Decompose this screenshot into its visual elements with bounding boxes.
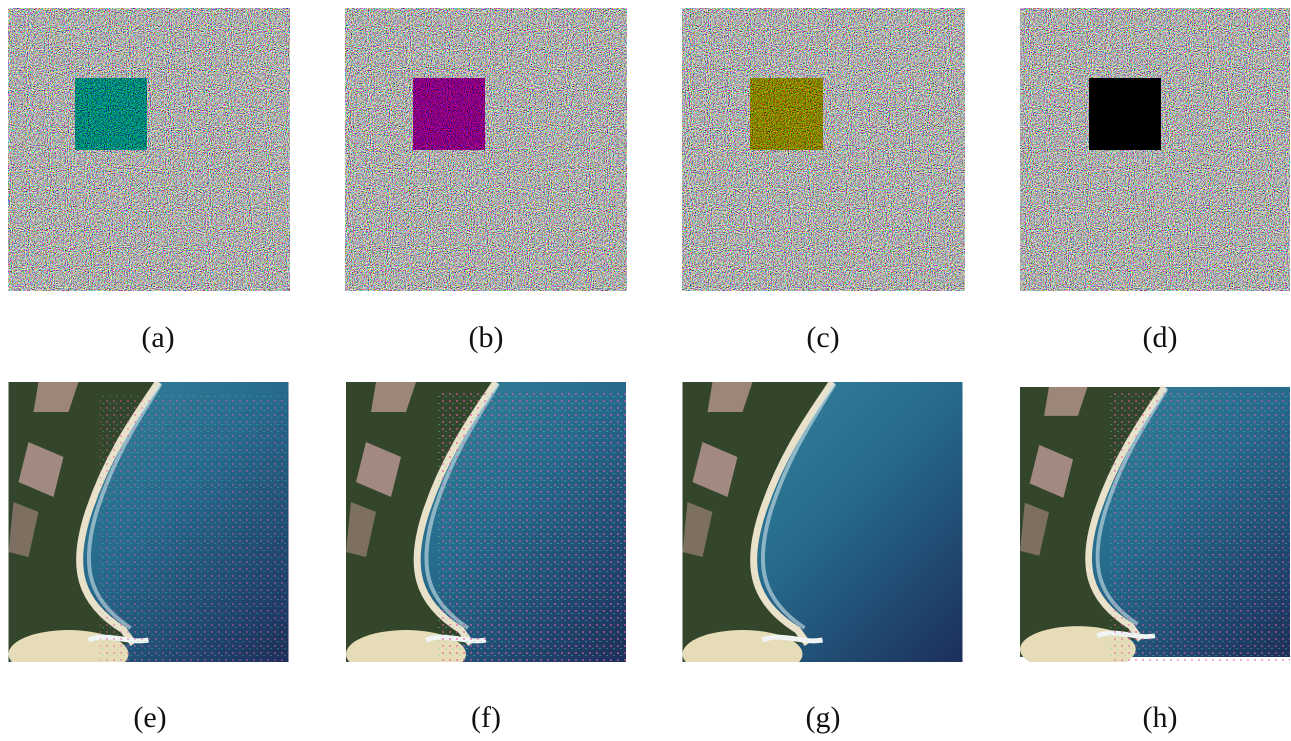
panel-label: (a) — [141, 321, 174, 354]
panel-label: (e) — [133, 701, 166, 734]
panel-label: (g) — [806, 701, 841, 734]
noise-images — [8, 8, 1290, 291]
artifact-overlay — [1110, 390, 1290, 662]
panel-label: (b) — [469, 321, 504, 354]
magenta-square — [413, 78, 485, 150]
figure: (a) (b) (c) (d) (e) (f) (g) (h) — [0, 0, 1291, 741]
panel-label: (f) — [471, 701, 501, 734]
panel-label: (d) — [1143, 321, 1178, 354]
artifact-overlay — [100, 395, 289, 662]
artifact-overlay — [437, 390, 627, 662]
panel-label: (c) — [806, 321, 839, 354]
cyan-square — [75, 78, 147, 150]
yellow-square — [750, 78, 823, 150]
black-square — [1089, 78, 1161, 150]
coast-image — [683, 382, 963, 678]
panel-label: (h) — [1143, 701, 1178, 734]
noise-image — [345, 8, 627, 291]
noise-image — [682, 8, 965, 291]
coast-images — [9, 382, 1291, 678]
noise-image — [8, 8, 290, 291]
